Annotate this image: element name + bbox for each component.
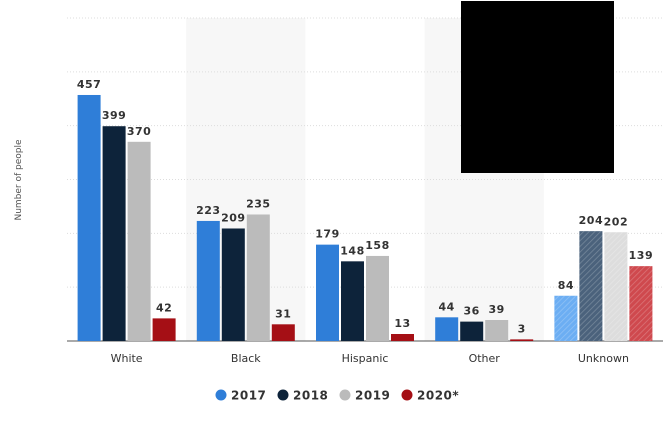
bar-hatch-2020 xyxy=(629,266,653,341)
bar-other-2017[interactable] xyxy=(435,317,459,341)
gridlines xyxy=(67,17,663,288)
legend-label-2017[interactable]: 2017 xyxy=(231,389,266,403)
bar-other-2020[interactable] xyxy=(510,339,534,341)
value-label: 44 xyxy=(439,300,455,313)
bar-hatch-2019 xyxy=(604,232,628,341)
category-label-hispanic: Hispanic xyxy=(342,352,389,365)
value-label: 204 xyxy=(579,214,603,227)
bar-hispanic-2017[interactable] xyxy=(316,244,339,341)
bar-black-2018[interactable] xyxy=(221,228,245,341)
legend-marker-2020[interactable] xyxy=(401,389,413,401)
bar-other-2018[interactable] xyxy=(460,321,484,341)
legend-marker-2017[interactable] xyxy=(215,389,227,401)
bar-white-2020[interactable] xyxy=(152,318,176,341)
value-label: 399 xyxy=(102,109,126,122)
value-label: 223 xyxy=(196,204,220,217)
legend-marker-2019[interactable] xyxy=(339,389,351,401)
value-label: 209 xyxy=(221,211,245,224)
value-label: 202 xyxy=(604,215,628,228)
bar-hispanic-2020[interactable] xyxy=(391,334,414,341)
value-label: 84 xyxy=(558,279,574,292)
y-axis-title: Number of people xyxy=(14,139,24,221)
redaction-box xyxy=(461,1,614,173)
value-label: 31 xyxy=(275,307,291,320)
value-label: 36 xyxy=(464,305,480,318)
value-label: 39 xyxy=(489,303,505,316)
value-label: 148 xyxy=(340,244,364,257)
value-label: 179 xyxy=(315,228,339,241)
bar-hispanic-2018[interactable] xyxy=(341,261,364,341)
value-label: 370 xyxy=(127,125,151,138)
legend-label-2019[interactable]: 2019 xyxy=(355,389,390,403)
category-labels: White Black Hispanic Other Unknown xyxy=(111,352,629,365)
bar-black-2020[interactable] xyxy=(271,324,295,341)
value-label: 158 xyxy=(365,239,389,252)
bar-hatch-2017 xyxy=(554,295,578,341)
bar-white-2018[interactable] xyxy=(102,126,126,341)
value-label: 457 xyxy=(77,78,101,91)
bar-white-2019[interactable] xyxy=(127,141,151,341)
category-label-other: Other xyxy=(469,352,501,365)
legend-marker-2018[interactable] xyxy=(277,389,289,401)
value-label: 139 xyxy=(629,249,653,262)
value-label: 42 xyxy=(156,301,172,314)
bar-hatch-2018 xyxy=(579,231,603,341)
category-label-white: White xyxy=(111,352,143,365)
legend: 2017 2018 2019 2020* xyxy=(215,389,459,403)
bar-black-2017[interactable] xyxy=(196,220,220,341)
bars xyxy=(77,94,653,342)
bar-white-2017[interactable] xyxy=(77,94,101,342)
category-label-unknown: Unknown xyxy=(578,352,629,365)
legend-label-2020[interactable]: 2020* xyxy=(417,389,459,403)
value-label: 13 xyxy=(394,317,410,330)
legend-label-2018[interactable]: 2018 xyxy=(293,389,328,403)
bar-hispanic-2019[interactable] xyxy=(366,255,389,341)
category-label-black: Black xyxy=(231,352,261,365)
value-label: 3 xyxy=(518,322,526,335)
bar-black-2019[interactable] xyxy=(246,214,270,341)
bar-other-2019[interactable] xyxy=(485,320,509,341)
value-label: 235 xyxy=(246,197,270,210)
